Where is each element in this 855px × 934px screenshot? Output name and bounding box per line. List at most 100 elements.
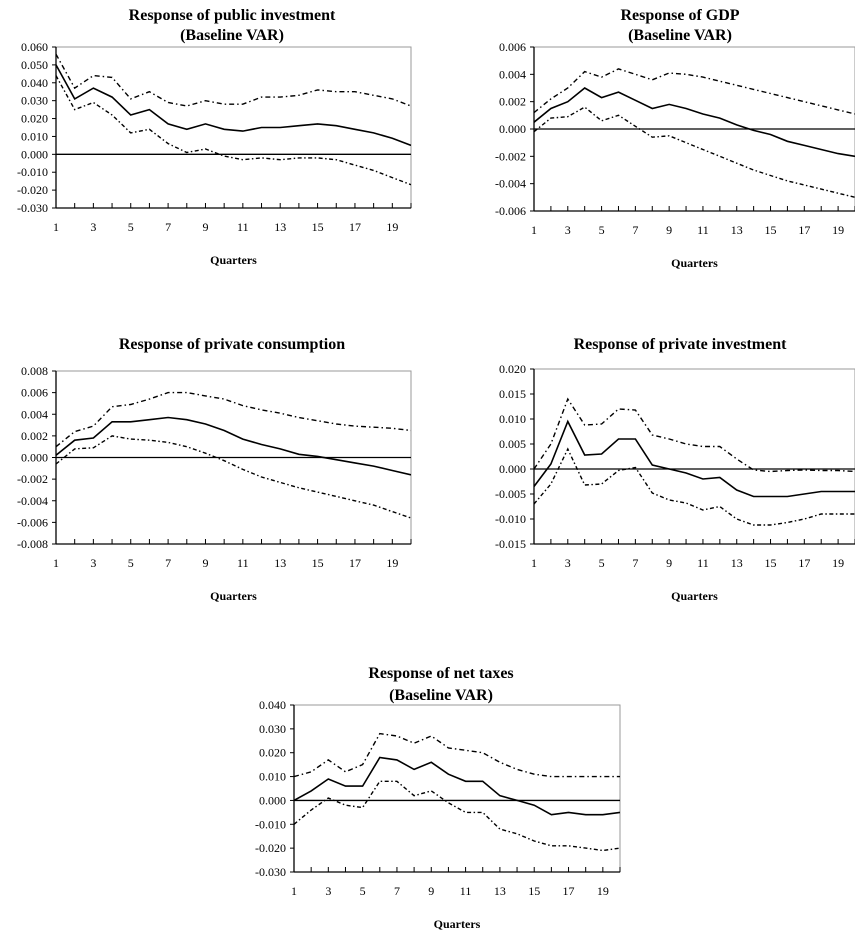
x-tick-label: 1 xyxy=(531,556,537,570)
x-tick-label: 11 xyxy=(237,220,249,234)
series-line-lower xyxy=(534,106,855,198)
x-tick-label: 11 xyxy=(697,556,709,570)
chart-panel: Response of public investment (Baseline V… xyxy=(17,7,412,267)
chart-title: Response of private consumption xyxy=(119,336,345,353)
y-tick-label: 0.010 xyxy=(499,412,526,426)
y-tick-label: -0.006 xyxy=(495,204,526,218)
x-tick-label: 5 xyxy=(599,556,605,570)
x-tick-label: 1 xyxy=(531,223,537,237)
x-tick-label: 7 xyxy=(165,220,171,234)
x-tick-label: 1 xyxy=(53,556,59,570)
y-tick-label: -0.010 xyxy=(17,165,48,179)
series-line-response xyxy=(56,416,411,476)
series-line-response xyxy=(534,87,855,158)
series-line-upper xyxy=(56,53,411,107)
plot-frame xyxy=(293,704,621,873)
y-tick-label: -0.002 xyxy=(17,472,48,486)
x-tick-label: 13 xyxy=(494,884,506,898)
x-tick-label: 15 xyxy=(765,223,777,237)
y-tick-label: 0.000 xyxy=(499,122,526,136)
y-tick-label: -0.030 xyxy=(255,865,286,879)
x-tick-label: 11 xyxy=(460,884,472,898)
x-tick-label: 19 xyxy=(386,220,398,234)
x-tick-label: 17 xyxy=(349,220,361,234)
x-tick-label: 11 xyxy=(237,556,249,570)
series-line-upper xyxy=(56,391,411,448)
x-tick-label: 1 xyxy=(291,884,297,898)
chart-subtitle: (Baseline VAR) xyxy=(180,27,284,44)
x-tick-label: 19 xyxy=(597,884,609,898)
y-tick-label: 0.060 xyxy=(21,40,48,54)
plot-frame xyxy=(55,46,412,209)
x-tick-label: 1 xyxy=(53,220,59,234)
x-tick-label: 15 xyxy=(312,220,324,234)
chart-panel: Response of private consumption 0.008 0.00… xyxy=(17,336,412,603)
y-tick-label: 0.004 xyxy=(21,407,48,421)
y-tick-label: 0.002 xyxy=(499,95,526,109)
x-tick-label: 3 xyxy=(325,884,331,898)
x-tick-label: 15 xyxy=(312,556,324,570)
chart-panel: Response of GDP (Baseline VAR) 0.006 0.004 0… xyxy=(495,7,855,270)
x-axis-title: Quarters xyxy=(671,256,718,270)
x-tick-label: 19 xyxy=(832,223,844,237)
x-tick-label: 9 xyxy=(202,220,208,234)
chart-panel: Response of private investment 0.020 0.015… xyxy=(495,336,855,603)
series-line-lower xyxy=(534,447,855,526)
plot-frame xyxy=(533,368,855,545)
x-tick-label: 9 xyxy=(202,556,208,570)
x-tick-label: 9 xyxy=(428,884,434,898)
y-tick-label: 0.010 xyxy=(21,129,48,143)
x-tick-label: 15 xyxy=(528,884,540,898)
x-tick-label: 15 xyxy=(765,556,777,570)
series-line-upper xyxy=(534,68,855,115)
x-tick-label: 17 xyxy=(563,884,575,898)
x-tick-label: 17 xyxy=(798,556,810,570)
y-tick-label: 0.040 xyxy=(21,76,48,90)
x-tick-label: 7 xyxy=(632,223,638,237)
y-tick-label: -0.010 xyxy=(255,817,286,831)
y-tick-label: 0.030 xyxy=(21,94,48,108)
y-tick-label: -0.020 xyxy=(17,183,48,197)
y-tick-label: 0.006 xyxy=(21,386,48,400)
y-tick-label: -0.020 xyxy=(255,841,286,855)
x-tick-label: 13 xyxy=(274,220,286,234)
x-tick-label: 3 xyxy=(565,556,571,570)
x-axis-title: Quarters xyxy=(434,917,481,931)
series-line-response xyxy=(294,756,620,816)
y-tick-label: 0.020 xyxy=(499,362,526,376)
y-tick-label: -0.030 xyxy=(17,201,48,215)
series-line-lower xyxy=(294,780,620,852)
x-tick-label: 17 xyxy=(349,556,361,570)
x-tick-label: 13 xyxy=(731,556,743,570)
y-tick-label: 0.010 xyxy=(259,770,286,784)
y-tick-label: -0.015 xyxy=(495,537,526,551)
x-tick-label: 19 xyxy=(832,556,844,570)
x-tick-label: 7 xyxy=(165,556,171,570)
series-line-response xyxy=(56,64,411,147)
x-tick-label: 17 xyxy=(798,223,810,237)
x-axis-title: Quarters xyxy=(671,589,718,603)
y-tick-label: 0.006 xyxy=(499,40,526,54)
x-tick-label: 5 xyxy=(128,220,134,234)
chart-title: Response of private investment xyxy=(574,336,788,353)
x-tick-label: 3 xyxy=(90,220,96,234)
x-tick-label: 7 xyxy=(394,884,400,898)
x-tick-label: 9 xyxy=(666,223,672,237)
series-line-lower xyxy=(56,435,411,519)
y-tick-label: 0.008 xyxy=(21,364,48,378)
y-tick-label: 0.000 xyxy=(499,462,526,476)
y-tick-label: -0.005 xyxy=(495,487,526,501)
y-tick-label: 0.020 xyxy=(21,112,48,126)
chart-title: Response of GDP xyxy=(620,7,739,24)
x-tick-label: 3 xyxy=(565,223,571,237)
x-tick-label: 3 xyxy=(90,556,96,570)
x-tick-label: 11 xyxy=(697,223,709,237)
x-tick-label: 5 xyxy=(599,223,605,237)
y-tick-label: -0.002 xyxy=(495,149,526,163)
x-tick-label: 13 xyxy=(274,556,286,570)
x-tick-label: 5 xyxy=(128,556,134,570)
series-line-response xyxy=(534,419,855,498)
y-tick-label: -0.010 xyxy=(495,512,526,526)
y-tick-label: 0.000 xyxy=(21,147,48,161)
